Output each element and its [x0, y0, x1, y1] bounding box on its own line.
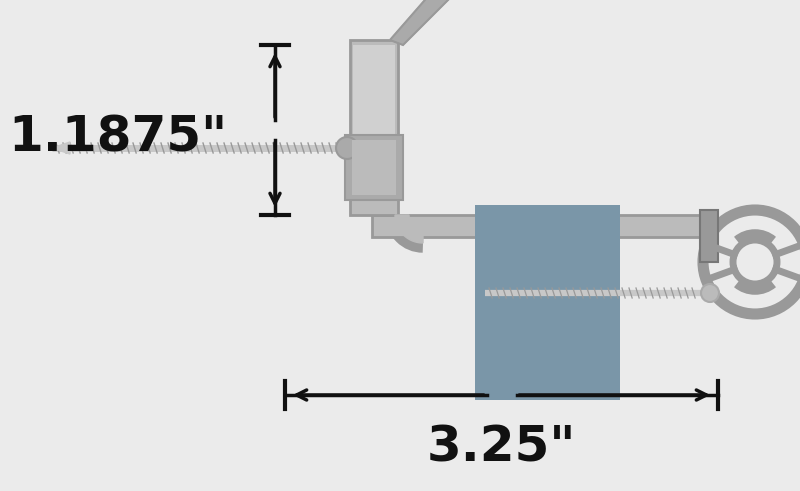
Bar: [475, 205, 620, 400]
Bar: [345, 135, 403, 200]
Bar: [372, 215, 710, 237]
Text: 3.25": 3.25": [427, 423, 576, 471]
Circle shape: [701, 284, 719, 302]
Bar: [352, 140, 396, 195]
Circle shape: [336, 137, 358, 159]
Polygon shape: [390, 0, 453, 45]
Circle shape: [703, 210, 800, 314]
Circle shape: [733, 240, 777, 284]
Polygon shape: [395, 215, 423, 243]
Bar: [353, 45, 395, 170]
Bar: [350, 40, 398, 215]
Text: 1.1875": 1.1875": [8, 114, 227, 162]
Bar: [700, 210, 718, 262]
Polygon shape: [52, 142, 70, 154]
